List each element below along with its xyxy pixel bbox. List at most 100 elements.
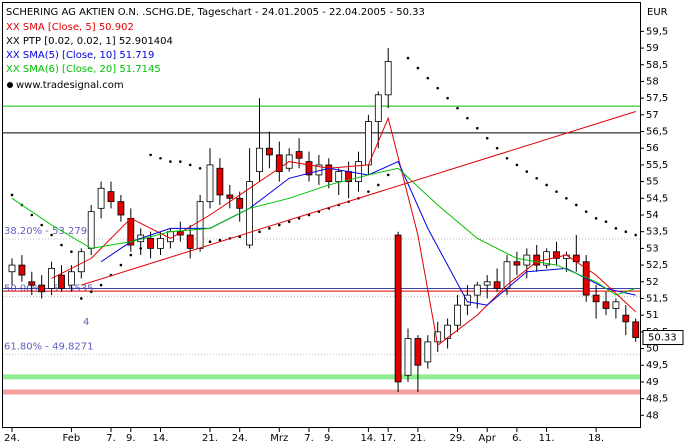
- candle-body: [107, 191, 115, 203]
- candle-body: [454, 304, 461, 326]
- y-tick-label: 48: [646, 410, 659, 421]
- y-tick-label: 58,5: [646, 60, 668, 71]
- sar-dot: [495, 146, 499, 150]
- candle-body: [612, 301, 620, 309]
- sar-dot: [30, 213, 34, 217]
- legend-entry: XX SMA(5) [Close, 10] 51.719: [6, 50, 154, 61]
- candle-body: [493, 281, 501, 289]
- sar-dot: [624, 230, 628, 233]
- y-tick-label: 59: [646, 43, 659, 54]
- sar-dot: [149, 153, 152, 157]
- candle-body: [226, 194, 234, 199]
- sar-dot: [218, 238, 222, 242]
- sar-dot: [50, 233, 53, 237]
- candle-body: [632, 321, 640, 338]
- y-tick-label: 48,5: [646, 394, 668, 405]
- y-tick-label: 56: [646, 143, 659, 154]
- x-tick-label: 9.: [126, 433, 136, 444]
- y-tick-label: 57,5: [646, 93, 668, 104]
- sar-dot: [545, 183, 548, 187]
- candle-body: [355, 161, 362, 183]
- candle-body: [87, 211, 95, 249]
- sar-dot: [535, 176, 538, 180]
- y-tick-label: 54,5: [646, 193, 668, 204]
- y-tick-label: 54: [646, 210, 659, 221]
- sar-dot: [258, 230, 261, 233]
- sar-dot: [129, 253, 133, 257]
- sar-dot: [179, 160, 182, 163]
- candle-body: [444, 324, 452, 339]
- sar-dot: [525, 170, 529, 173]
- sar-dot: [466, 116, 469, 120]
- sar-dot: [446, 96, 449, 100]
- candle-body: [602, 301, 610, 309]
- candle-body: [533, 254, 541, 266]
- candle-body: [97, 187, 105, 209]
- candle-body: [147, 237, 155, 249]
- y-tick-label: 57: [646, 110, 659, 121]
- sar-dot: [188, 163, 192, 167]
- y-tick-label: 51: [646, 310, 659, 321]
- sar-dot: [575, 203, 578, 207]
- chart-title: SCHERING AG AKTIEN O.N. .SCHG.DE, Tagesc…: [6, 7, 425, 18]
- sar-dot: [377, 183, 380, 187]
- candle-body: [473, 284, 481, 296]
- sar-dot: [70, 250, 73, 254]
- candle-body: [117, 201, 125, 216]
- candle-body: [513, 261, 521, 266]
- x-tick-label: 9.: [324, 433, 334, 444]
- sar-dot: [555, 190, 558, 193]
- candle-body: [176, 231, 184, 236]
- candle-body: [622, 314, 630, 323]
- legend-entry: XX SMA(6) [Close, 20] 51.7145: [6, 64, 161, 75]
- fib-label: 38.20% - 53.2798: [4, 226, 93, 237]
- indicator-line: [100, 160, 636, 306]
- source: www.tradesignal.com: [16, 80, 124, 91]
- sar-dot: [278, 223, 281, 227]
- x-tick-label: 18.: [588, 433, 604, 444]
- sar-dot: [367, 190, 370, 193]
- candle-body: [236, 197, 244, 209]
- sar-dot: [416, 66, 420, 70]
- note: 4: [83, 317, 89, 328]
- candle-body: [206, 164, 214, 203]
- y-tick-label: 51,5: [646, 293, 668, 304]
- sar-dot: [89, 290, 93, 294]
- candle-body: [196, 201, 204, 249]
- sar-dot: [287, 220, 291, 223]
- sar-dot: [99, 283, 103, 287]
- sar-dot: [614, 227, 618, 230]
- candle-body: [434, 331, 442, 343]
- x-tick-label: 11.: [539, 433, 555, 444]
- x-tick-label: 29.: [450, 433, 466, 444]
- sar-dot: [485, 136, 489, 140]
- sar-dot: [594, 217, 598, 220]
- y-tick-label: 55,5: [646, 160, 668, 171]
- y-tick-label: 56,5: [646, 127, 668, 138]
- candle-body: [374, 94, 382, 122]
- indicator-line: [11, 167, 636, 296]
- candle-body: [246, 181, 254, 246]
- y-tick-label: 52: [646, 277, 659, 288]
- price-label: 50.33: [648, 333, 677, 344]
- sar-dot: [436, 86, 440, 90]
- x-tick-label: 24.: [232, 433, 248, 444]
- sar-dot: [634, 233, 637, 237]
- indicator-line: [81, 111, 636, 286]
- candle-body: [424, 341, 432, 363]
- y-tick-label: 52,5: [646, 260, 668, 271]
- sar-dot: [80, 297, 83, 300]
- candle-body: [77, 251, 85, 273]
- y-tick-label: 59,5: [646, 26, 668, 37]
- x-tick-label: Feb: [63, 433, 81, 444]
- candle-body: [38, 284, 46, 293]
- sar-dot: [159, 156, 162, 160]
- y-tick-label: 50: [646, 344, 659, 355]
- x-tick-label: Apr: [479, 433, 497, 444]
- x-tick-label: 6.: [512, 433, 522, 444]
- sar-dot: [406, 56, 410, 60]
- y-tick-label: 53: [646, 243, 659, 254]
